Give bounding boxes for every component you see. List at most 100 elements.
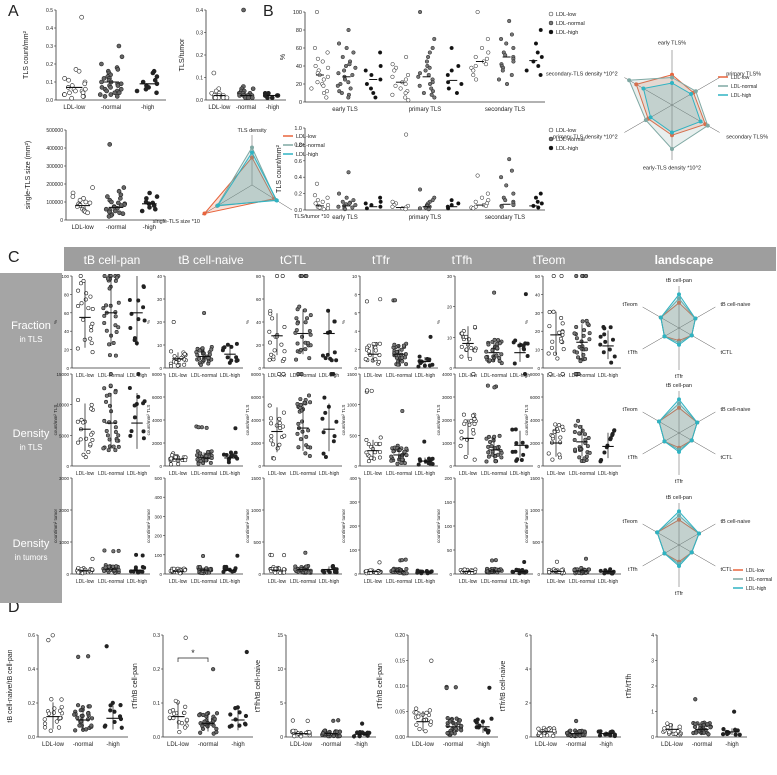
radar-point — [658, 315, 663, 320]
y-tick-label: 500000 — [46, 128, 63, 134]
data-point — [113, 323, 118, 328]
column-header: tTeom — [533, 253, 566, 267]
data-point — [105, 276, 110, 281]
data-point — [547, 324, 552, 329]
data-point — [134, 552, 139, 557]
x-tick-label: LDL-high — [319, 373, 340, 379]
data-point — [536, 63, 541, 69]
data-point — [677, 724, 682, 729]
data-point — [454, 90, 459, 96]
data-point — [277, 371, 282, 376]
data-point — [493, 459, 498, 464]
y-axis-label: count/mm² TLS — [146, 405, 151, 436]
data-point — [300, 429, 305, 434]
y-axis-label: count/mm² tumor — [146, 508, 151, 543]
y-tick-label: 0.0 — [294, 208, 302, 214]
x-tick-label: -normal — [106, 225, 126, 231]
data-point — [376, 359, 381, 364]
data-point — [106, 214, 112, 219]
data-point — [294, 316, 299, 321]
data-point — [378, 204, 383, 209]
x-tick-label: -high — [354, 742, 367, 748]
data-point — [197, 356, 202, 361]
x-tick-label: LDL-high — [415, 471, 436, 477]
data-point — [378, 441, 383, 446]
data-point — [351, 50, 356, 55]
data-point — [197, 712, 202, 718]
y-tick-label: 1000 — [530, 508, 541, 513]
chart-c-r0-c0: 0 20 40 60 80 100% LDL-low LDL-normal LDL-high — [53, 273, 150, 379]
data-point — [121, 185, 127, 190]
data-point — [294, 357, 299, 362]
y-tick-label: 0 — [258, 464, 261, 469]
data-point — [54, 719, 59, 724]
data-point — [582, 328, 587, 333]
data-point — [167, 715, 172, 720]
radar-axis — [642, 544, 680, 567]
data-point — [269, 95, 275, 101]
data-point — [583, 556, 588, 561]
x-tick-label: LDL-high — [220, 373, 241, 379]
data-point — [235, 456, 240, 461]
data-point — [472, 417, 477, 422]
data-point — [196, 425, 201, 430]
column-header: tB cell-naive — [178, 253, 244, 267]
data-point — [308, 343, 313, 348]
data-point — [282, 570, 287, 575]
data-point — [109, 199, 114, 205]
data-point — [533, 41, 539, 46]
data-point — [561, 428, 566, 433]
x-tick-label: LDL-high — [127, 373, 148, 379]
data-point — [107, 353, 112, 358]
data-point — [295, 431, 300, 436]
x-tick-label: LDL-low — [167, 742, 190, 748]
data-point — [75, 703, 81, 708]
data-point — [330, 564, 335, 569]
data-point — [610, 431, 615, 436]
data-point — [404, 566, 409, 571]
data-point — [89, 432, 94, 437]
data-point — [403, 77, 408, 82]
data-point — [142, 318, 147, 323]
data-point — [315, 80, 320, 85]
data-point — [199, 425, 204, 430]
data-point — [305, 316, 310, 321]
x-tick-label: secondary TLS — [485, 107, 525, 113]
data-point — [459, 354, 464, 359]
data-point — [292, 734, 297, 739]
data-point — [373, 348, 378, 353]
radar-point — [693, 89, 698, 94]
radar-point — [670, 75, 674, 80]
radar-point — [662, 551, 667, 556]
data-point — [471, 428, 476, 433]
row-label-bar — [0, 273, 62, 603]
data-point — [424, 710, 429, 715]
data-point — [693, 721, 698, 726]
data-point — [214, 729, 219, 735]
data-point — [267, 329, 272, 334]
data-point — [76, 654, 81, 659]
y-tick-label: 30 — [157, 297, 163, 302]
data-point — [489, 716, 494, 721]
data-point — [415, 570, 420, 575]
data-point — [198, 459, 203, 464]
data-point — [67, 90, 72, 96]
data-point — [601, 350, 606, 355]
data-point — [353, 65, 358, 70]
data-point — [500, 68, 505, 73]
data-point — [307, 328, 312, 333]
chart-a2: 0.0 0.1 0.2 0.3 0.4 TLS/tumor LDL-low -normal -h… — [179, 7, 286, 111]
data-point — [449, 45, 454, 51]
x-tick-label: LDL-normal — [98, 471, 124, 477]
y-tick-label: 4 — [525, 667, 528, 673]
data-point — [492, 290, 497, 295]
data-point — [446, 206, 451, 211]
y-tick-label: 0.4 — [196, 8, 203, 14]
radar-point — [648, 115, 653, 120]
y-axis-label: % — [524, 320, 529, 324]
data-point — [233, 426, 238, 431]
data-point — [90, 185, 95, 190]
data-point — [275, 446, 280, 451]
data-point — [313, 201, 318, 206]
data-point — [535, 50, 540, 55]
